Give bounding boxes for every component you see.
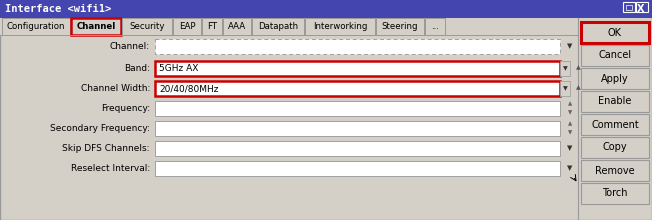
Text: Frequency:: Frequency:: [101, 104, 150, 113]
Bar: [581, 91, 649, 112]
Bar: [626, 5, 632, 10]
Text: Band:: Band:: [124, 64, 150, 73]
Bar: [636, 2, 648, 12]
Bar: [581, 183, 649, 204]
Bar: [0, 0, 652, 18]
Text: ...: ...: [431, 22, 439, 31]
Text: Interworking: Interworking: [313, 22, 367, 31]
Text: Configuration: Configuration: [7, 22, 65, 31]
Text: Datapath: Datapath: [258, 22, 298, 31]
Bar: [581, 114, 649, 135]
Bar: [2, 18, 70, 35]
Text: ▼: ▼: [568, 110, 572, 116]
Bar: [581, 160, 649, 181]
Bar: [0, 18, 578, 36]
Bar: [581, 22, 649, 43]
Bar: [252, 18, 304, 35]
Text: ▼: ▼: [567, 145, 572, 152]
Text: 20/40/80MHz: 20/40/80MHz: [159, 84, 218, 93]
Text: Interface <wifi1>: Interface <wifi1>: [5, 4, 111, 14]
Text: ▼: ▼: [568, 130, 572, 136]
Bar: [581, 137, 649, 158]
Bar: [581, 45, 649, 66]
Text: Enable: Enable: [599, 97, 632, 106]
Bar: [560, 61, 570, 76]
Bar: [581, 68, 649, 89]
Text: ▼: ▼: [567, 44, 572, 50]
Text: Cancel: Cancel: [599, 51, 632, 60]
Bar: [155, 61, 560, 76]
Text: Apply: Apply: [601, 73, 629, 84]
Bar: [155, 39, 560, 54]
Text: ▼: ▼: [563, 86, 567, 91]
Bar: [155, 121, 560, 136]
Bar: [155, 101, 560, 116]
Text: X: X: [637, 4, 645, 14]
Text: Security: Security: [129, 22, 165, 31]
Bar: [623, 2, 635, 12]
Text: EAP: EAP: [179, 22, 195, 31]
Text: Channel:: Channel:: [110, 42, 150, 51]
Text: ▲: ▲: [568, 101, 572, 106]
Bar: [122, 18, 172, 35]
Text: Skip DFS Channels:: Skip DFS Channels:: [63, 144, 150, 153]
Text: ▲: ▲: [576, 65, 580, 70]
Bar: [202, 18, 222, 35]
Text: 5GHz AX: 5GHz AX: [159, 64, 198, 73]
Bar: [305, 18, 375, 35]
Text: Steering: Steering: [382, 22, 418, 31]
Text: ▲: ▲: [576, 85, 580, 90]
Bar: [376, 18, 424, 35]
Text: ▼: ▼: [563, 66, 567, 71]
Text: OK: OK: [608, 28, 622, 37]
Bar: [425, 18, 445, 35]
Text: Torch: Torch: [602, 189, 628, 198]
Bar: [155, 161, 560, 176]
Bar: [155, 81, 560, 96]
Text: Channel: Channel: [76, 22, 115, 31]
Text: Remove: Remove: [595, 165, 635, 176]
Text: Copy: Copy: [602, 143, 627, 152]
Text: Secondary Frequency:: Secondary Frequency:: [50, 124, 150, 133]
Bar: [223, 18, 251, 35]
Bar: [173, 18, 201, 35]
Text: Channel Width:: Channel Width:: [81, 84, 150, 93]
Text: Reselect Interval:: Reselect Interval:: [71, 164, 150, 173]
Text: ▼: ▼: [567, 165, 572, 172]
Bar: [560, 81, 570, 96]
Bar: [71, 18, 121, 35]
Text: Comment: Comment: [591, 119, 639, 130]
Bar: [155, 141, 560, 156]
Text: AAA: AAA: [228, 22, 246, 31]
Text: FT: FT: [207, 22, 217, 31]
Text: ▲: ▲: [568, 121, 572, 126]
